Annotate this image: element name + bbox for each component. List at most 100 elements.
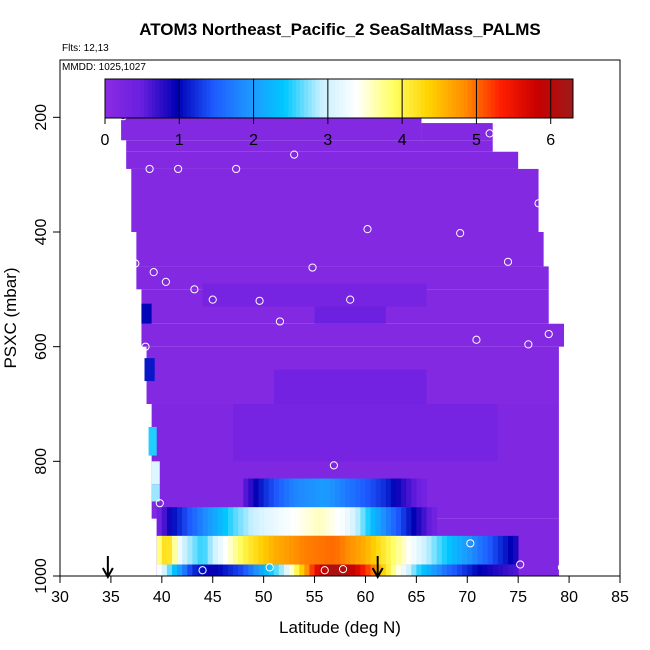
heatmap-cell xyxy=(228,564,234,576)
heatmap-cell xyxy=(421,123,493,141)
heatmap-cell xyxy=(243,564,249,576)
data-point xyxy=(255,296,264,305)
heatmap-cell xyxy=(166,507,173,536)
heatmap-cell xyxy=(182,507,188,536)
heatmap-cell xyxy=(482,564,488,576)
heatmap-cell xyxy=(238,564,244,576)
heatmap-cell xyxy=(487,535,494,565)
colorbar-tick-label: 0 xyxy=(101,132,110,149)
heatmap-cell xyxy=(304,564,310,576)
heatmap-cell xyxy=(355,564,361,576)
heatmap-cell xyxy=(365,478,371,508)
heatmap-cell xyxy=(172,564,178,576)
heatmap-cell xyxy=(126,140,493,152)
colorbar-segment xyxy=(319,79,324,118)
heatmap-cell xyxy=(217,535,224,565)
heatmap-cell xyxy=(436,564,443,576)
y-tick-label: 400 xyxy=(33,219,50,246)
heatmap-cell xyxy=(350,564,356,576)
data-point xyxy=(161,277,170,286)
heatmap-cell xyxy=(401,564,407,576)
heatmap-cell xyxy=(396,478,402,508)
heatmap-cell xyxy=(467,564,473,576)
points-layer xyxy=(119,104,567,575)
colorbar-segment xyxy=(522,79,527,118)
heatmap-cell xyxy=(278,507,285,536)
latitude-arrow-head xyxy=(371,567,384,580)
heatmap-cell xyxy=(502,564,509,576)
colorbar-segment xyxy=(241,79,246,118)
colorbar-segment xyxy=(300,79,305,118)
colorbar-segment xyxy=(179,79,184,118)
colorbar-segment xyxy=(569,79,574,118)
colorbar-segment xyxy=(307,79,313,118)
colorbar-segment xyxy=(385,79,391,118)
colorbar-segment xyxy=(136,79,141,118)
data-point xyxy=(141,342,150,351)
heatmap-cell xyxy=(350,507,356,536)
colorbar-segment xyxy=(370,79,375,118)
heatmap-cell xyxy=(319,564,326,576)
colorbar-segment xyxy=(233,79,238,118)
colorbar-segment xyxy=(436,79,441,118)
heatmap-cell xyxy=(416,535,422,565)
colorbar-segment xyxy=(463,79,469,118)
heatmap-cell xyxy=(497,564,504,576)
heatmap-cell xyxy=(131,168,539,232)
colorbar-segment xyxy=(210,79,215,118)
heatmap-cell xyxy=(222,564,229,576)
heatmap-cell xyxy=(396,507,402,536)
heatmap-cell xyxy=(385,478,392,508)
colorbar-segment xyxy=(144,79,149,118)
heatmap-cell xyxy=(268,507,275,536)
colorbar-segment xyxy=(537,79,543,118)
colorbar-segment xyxy=(440,79,445,118)
colorbar-segment xyxy=(190,79,196,118)
heatmap-cell xyxy=(248,535,254,565)
heatmap-cell xyxy=(421,535,427,565)
heatmap-cell xyxy=(197,535,203,565)
heatmap-cell xyxy=(436,535,443,565)
data-point xyxy=(472,335,481,344)
heatmap-cell xyxy=(385,535,392,565)
colorbar-segment xyxy=(171,79,176,118)
colorbar-segment xyxy=(155,79,160,118)
heatmap-cell xyxy=(329,564,336,576)
heatmap-cell xyxy=(477,535,483,565)
x-axis-label: Latitude (deg N) xyxy=(279,618,401,637)
heatmap-cell xyxy=(294,478,300,508)
colorbar-segment xyxy=(280,79,285,118)
heatmap-cell xyxy=(304,535,310,565)
heatmap-cell xyxy=(156,507,163,536)
heatmap-cell xyxy=(508,535,514,565)
heatmap-cell xyxy=(411,564,417,576)
heatmap-cell xyxy=(253,478,259,508)
heatmap-cell xyxy=(222,535,229,565)
heatmap-cell xyxy=(487,564,494,576)
heatmap-cell xyxy=(441,564,448,576)
heatmap-cell xyxy=(253,564,259,576)
colorbar-segment xyxy=(116,79,121,118)
heatmap-cell xyxy=(513,564,519,576)
heatmap-cell xyxy=(314,478,320,508)
heatmap-cell xyxy=(390,478,397,508)
heatmap-cell xyxy=(202,507,208,536)
heatmap-cell xyxy=(202,535,208,565)
heatmap-cell xyxy=(472,564,478,576)
data-point xyxy=(265,563,274,572)
heatmap-cell xyxy=(401,478,407,508)
heatmap-cell xyxy=(197,564,203,576)
colorbar-segment xyxy=(354,79,359,118)
data-point xyxy=(503,257,513,266)
heatmap-cell xyxy=(426,507,432,536)
colorbar-segment xyxy=(565,79,570,118)
heatmap-cell xyxy=(360,535,366,565)
colorbar-segment xyxy=(467,79,472,118)
heatmap-cell xyxy=(345,564,351,576)
data-point xyxy=(363,225,372,234)
colorbar-segment xyxy=(358,79,363,118)
data-point xyxy=(290,150,299,159)
heatmap-cell xyxy=(355,535,361,565)
data-point xyxy=(516,560,525,569)
